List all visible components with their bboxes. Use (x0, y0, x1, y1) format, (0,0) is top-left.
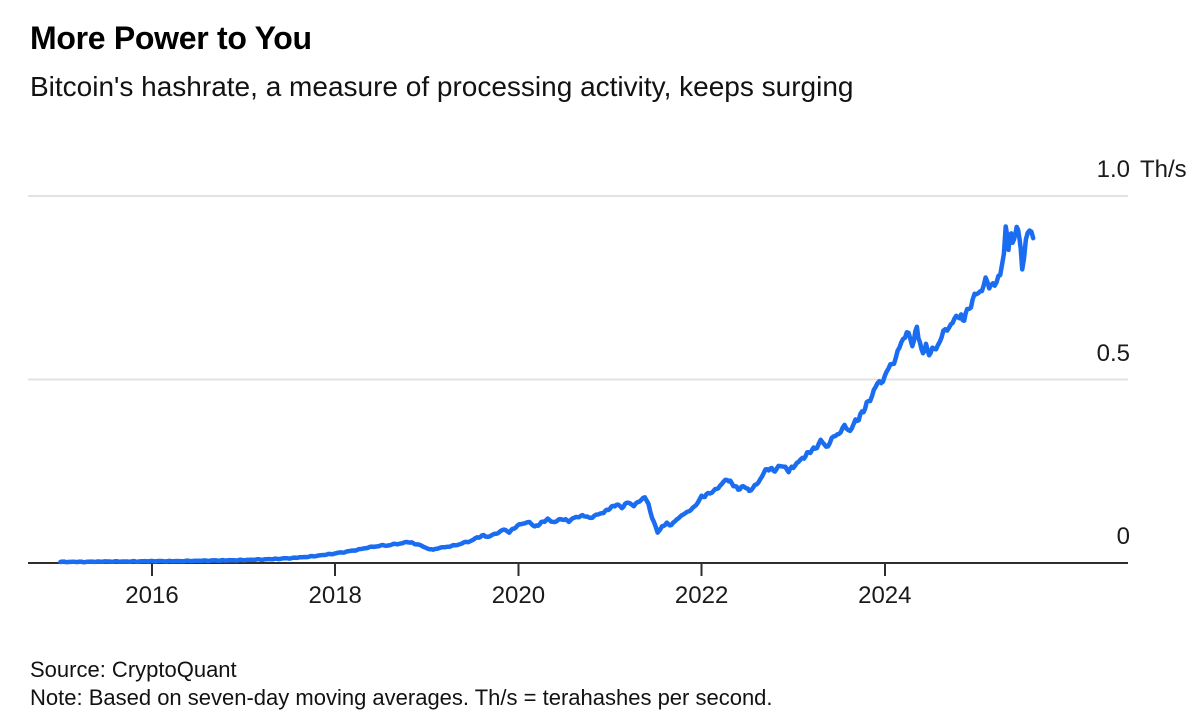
hashrate-line-series (58, 224, 1036, 565)
y-tick-label-0: 0 (0, 523, 1130, 551)
y-tick-value: 0.5 (1096, 339, 1130, 367)
x-tick-label-2022: 2022 (674, 582, 729, 609)
chart-title: More Power to You (30, 20, 312, 56)
chart-subtitle: Bitcoin's hashrate, a measure of process… (30, 71, 854, 102)
x-tick-label-2016: 2016 (125, 582, 179, 609)
x-tick-label-2018: 2018 (308, 582, 362, 609)
x-tick-label-2024: 2024 (858, 582, 912, 609)
y-tick-value: 1.0 (1096, 156, 1130, 183)
y-axis-unit-label: Th/s (1140, 156, 1187, 183)
methodology-note: Note: Based on seven-day moving averages… (30, 685, 773, 710)
y-tick-label-0.5: 0.5 (0, 340, 1130, 368)
y-tick-value: 0 (1116, 523, 1130, 550)
y-tick-label-1.0: 1.0 Th/s (0, 156, 1187, 184)
source-note: Source: CryptoQuant (30, 657, 237, 682)
x-tick-label-2020: 2020 (491, 582, 546, 609)
